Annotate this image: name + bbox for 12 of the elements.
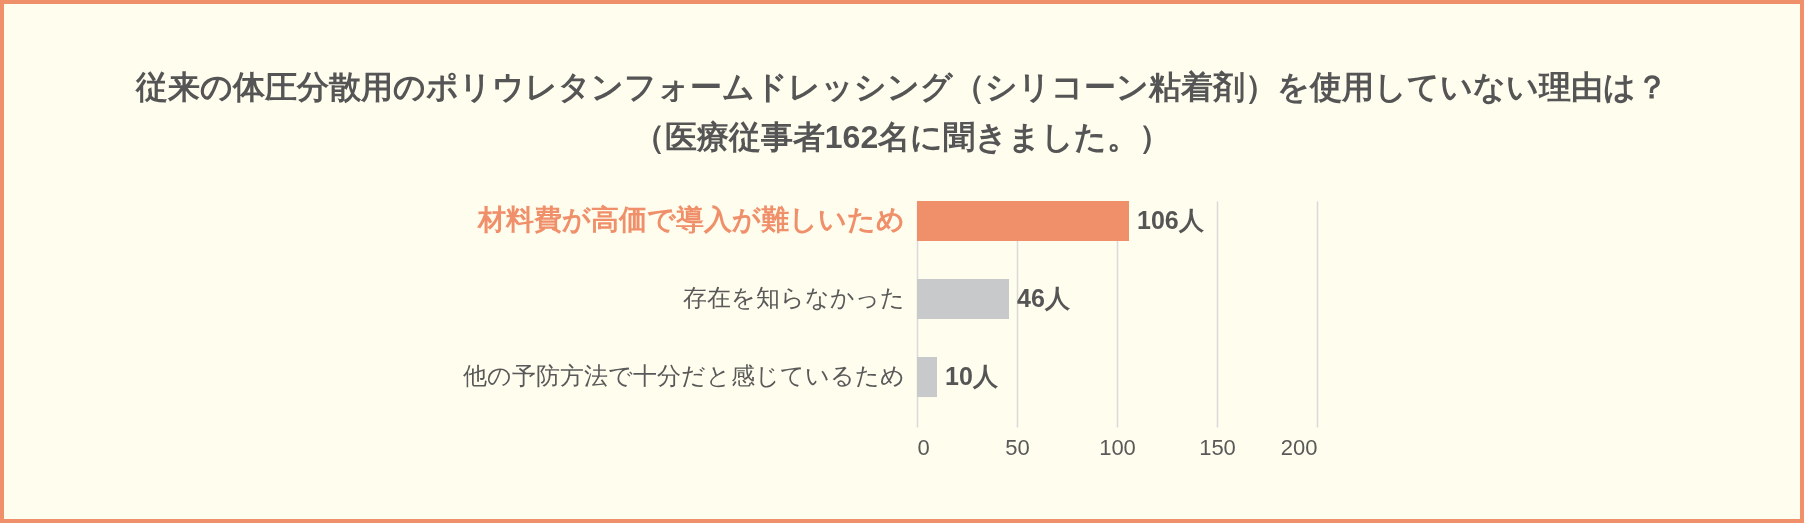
- data-label: 46人: [1017, 284, 1071, 313]
- x-tick-label: 0: [917, 434, 930, 460]
- x-tick-label: 50: [1005, 434, 1030, 460]
- y-tick-label: 他の予防方法で十分だと感じているため: [462, 362, 905, 390]
- chart-title: 従来の体圧分散用のポリウレタンフォームドレッシング（シリコーン粘着剤）を使用していない理由は？: [135, 69, 1668, 105]
- x-tick-label: 100: [1099, 434, 1136, 460]
- x-tick-label: 200: [1280, 434, 1318, 460]
- chart-subtitle: （医療従事者162名に聞きました。）: [632, 119, 1172, 155]
- x-tick-label: 150: [1199, 434, 1236, 460]
- data-label: 106人: [1137, 206, 1205, 235]
- y-tick-label: 存在を知らなかった: [682, 284, 905, 312]
- y-tick-label: 材料費が高価で導入が難しいため: [475, 204, 905, 236]
